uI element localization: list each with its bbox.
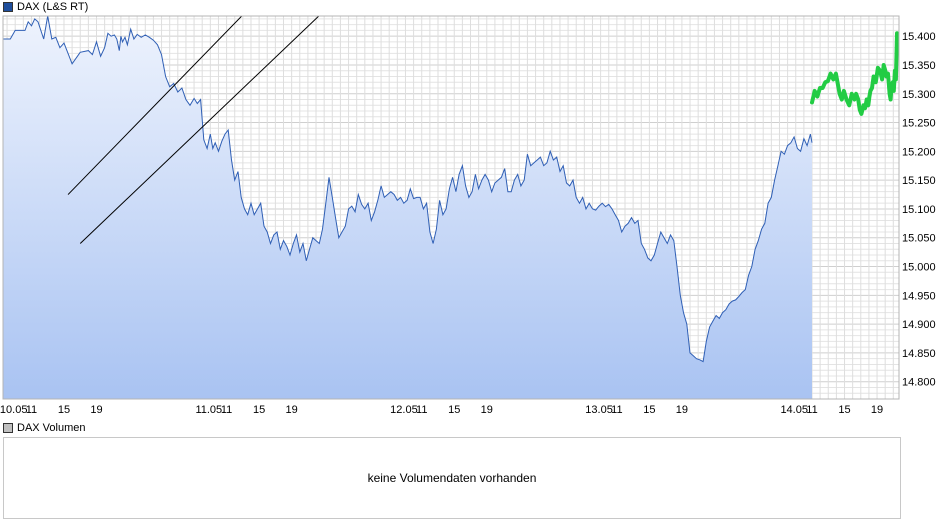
y-tick-label: 15.350	[902, 60, 936, 72]
y-tick-label: 15.250	[902, 118, 936, 130]
forecast-line	[810, 31, 899, 116]
x-tick-label: 10.05.	[0, 404, 30, 416]
y-tick-label: 15.050	[902, 233, 936, 245]
x-tick-label: 11.05.	[195, 404, 225, 416]
forecast-overlay	[810, 31, 899, 116]
x-tick-label: 19	[871, 404, 883, 416]
volume-panel: keine Volumendaten vorhanden	[3, 437, 901, 519]
y-tick-label: 14.950	[902, 290, 936, 302]
x-tick-label: 12.05.	[390, 404, 421, 416]
price-legend-label: DAX (L&S RT)	[17, 1, 89, 13]
x-tick-label: 19	[90, 404, 102, 416]
x-tick-label: 15	[253, 404, 265, 416]
x-tick-label: 14.05.	[780, 404, 811, 416]
y-tick-label: 15.200	[902, 146, 936, 158]
volume-legend-label: DAX Volumen	[17, 422, 86, 434]
y-axis-ticks: 14.800 14.850 14.900 14.950 15.000 15.050 15.1…	[902, 31, 936, 389]
price-legend-swatch	[3, 2, 13, 12]
x-tick-label: 13.05.	[585, 404, 616, 416]
price-area-layer	[3, 16, 812, 399]
x-tick-label: 15	[58, 404, 70, 416]
x-tick-label: 19	[676, 404, 688, 416]
y-tick-label: 15.000	[902, 262, 936, 274]
plot-frame	[2, 15, 900, 400]
y-tick-label: 14.800	[902, 377, 936, 389]
x-tick-label: 15	[838, 404, 850, 416]
x-tick-label: 11	[26, 404, 37, 416]
y-tick-label: 15.100	[902, 204, 936, 216]
upper-channel-line	[67, 16, 243, 195]
x-tick-label: 19	[481, 404, 493, 416]
x-tick-label: 15	[643, 404, 655, 416]
y-tick-label: 14.900	[902, 319, 936, 331]
price-area	[3, 16, 812, 399]
y-tick-label: 15.150	[902, 175, 936, 187]
volume-empty-message: keine Volumendaten vorhanden	[367, 471, 537, 485]
price-chart: 14.800 14.850 14.900 14.950 15.000 15.050 15.1…	[0, 15, 936, 416]
price-line	[3, 16, 813, 363]
y-tick-label: 15.400	[902, 31, 936, 43]
volume-legend: DAX Volumen	[3, 421, 85, 435]
lower-channel-line	[79, 16, 320, 244]
x-tick-label: 11	[416, 404, 427, 416]
x-tick-label: 11	[806, 404, 817, 416]
x-tick-label: 11	[221, 404, 232, 416]
volume-legend-swatch	[3, 423, 13, 433]
x-tick-label: 11	[611, 404, 622, 416]
x-tick-label: 15	[448, 404, 460, 416]
price-legend: DAX (L&S RT)	[3, 0, 88, 14]
y-tick-label: 14.850	[902, 348, 936, 360]
x-tick-label: 19	[286, 404, 298, 416]
x-axis-ticks: 10.05.11 15 19 11.05.11 15 19 12.05.11 15 19 13.0…	[0, 404, 883, 416]
price-line-layer	[3, 16, 813, 363]
trend-channel	[67, 16, 320, 244]
y-tick-label: 15.300	[902, 89, 936, 101]
